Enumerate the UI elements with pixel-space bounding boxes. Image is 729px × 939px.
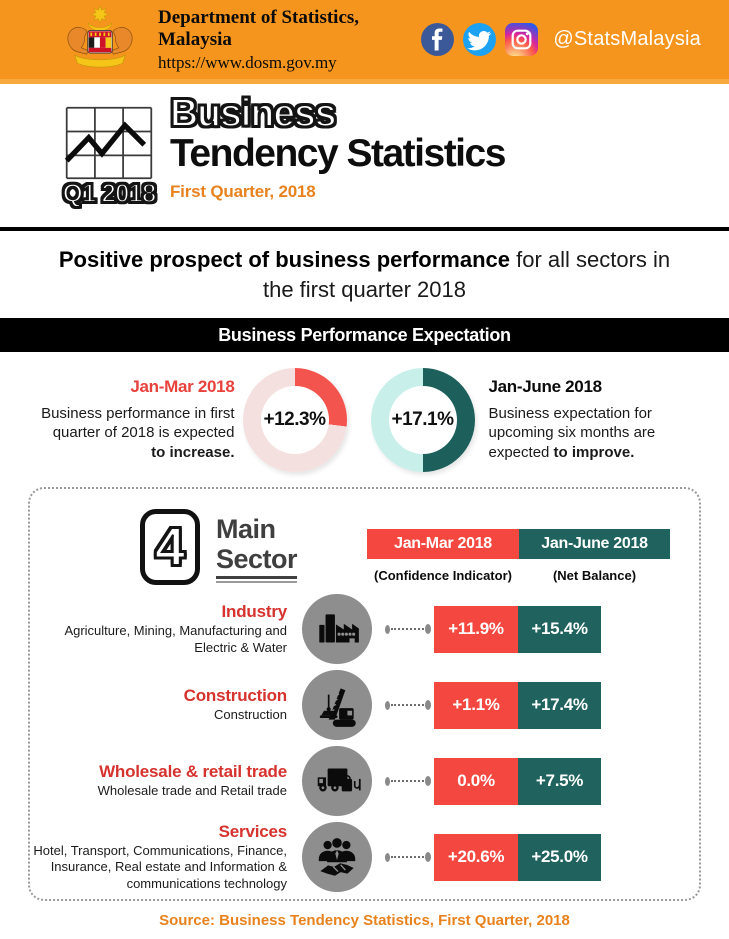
count-badge: 4 xyxy=(140,509,200,585)
value-jan-june: +15.4% xyxy=(518,605,601,653)
value-jan-june: +17.4% xyxy=(518,681,601,729)
donut-jan-june-value: +17.1% xyxy=(391,408,454,430)
main-sector-box: 4 Main Sector Jan-Mar 2018 Jan-June 2018… xyxy=(28,487,701,901)
social-handle: @StatsMalaysia xyxy=(553,28,701,50)
masthead: Q1 2018 Business Tendency Statistics Fir… xyxy=(0,84,729,227)
column-sublabel-netbalance: (Net Balance) xyxy=(552,568,637,583)
expectation-right-desc: Business expectation for upcoming six mo… xyxy=(488,404,656,462)
facebook-icon[interactable] xyxy=(421,23,455,56)
sector-desc: Agriculture, Mining, Manufacturing and E… xyxy=(64,623,287,655)
instagram-icon[interactable] xyxy=(505,23,539,56)
expectation-right-desc-bold: to improve. xyxy=(553,444,635,462)
column-headers: Jan-Mar 2018 Jan-June 2018 (Confidence I… xyxy=(367,529,670,583)
twitter-icon[interactable] xyxy=(463,23,497,56)
main-title-word2: Sector xyxy=(216,544,298,580)
column-sublabel-confidence: (Confidence Indicator) xyxy=(374,568,512,583)
expectation-left-text: Jan-Mar 2018 Business performance in fir… xyxy=(39,376,235,463)
sector-desc: Hotel, Transport, Communications, Financ… xyxy=(33,843,287,891)
sector-row-services: Services Hotel, Transport, Communication… xyxy=(30,819,699,895)
section-banner: Business Performance Expectation xyxy=(0,318,729,352)
factory-icon xyxy=(302,594,372,664)
dotted-connector xyxy=(385,776,431,786)
social-links: @StatsMalaysia xyxy=(421,23,701,56)
sector-name: Construction xyxy=(183,686,288,706)
sector-name: Wholesale & retail trade xyxy=(99,762,287,782)
title-tendency-statistics: Tendency Statistics xyxy=(170,131,506,175)
column-header-jan-june: Jan-June 2018 xyxy=(519,529,670,559)
value-jan-mar: +1.1% xyxy=(434,681,518,729)
line-chart-icon xyxy=(64,106,153,180)
services-icon xyxy=(302,822,372,892)
main-title-word1: Main xyxy=(216,514,276,544)
expectation-right-text: Jan-June 2018 Business expectation for u… xyxy=(489,376,691,463)
org-url-link[interactable]: https://www.dosm.gov.my xyxy=(158,52,337,72)
main-sector-title: Main Sector xyxy=(216,514,298,584)
title-business: Business xyxy=(169,92,337,135)
source-note: Source: Business Tendency Statistics, Fi… xyxy=(159,911,570,929)
expectation-left-desc-bold: to increase. xyxy=(151,444,235,462)
sector-name: Services xyxy=(218,822,288,842)
dotted-connector xyxy=(385,852,431,862)
count-badge-number: 4 xyxy=(154,517,186,577)
sector-row-industry: Industry Agriculture, Mining, Manufactur… xyxy=(30,591,699,667)
sector-desc: Construction xyxy=(214,707,287,723)
headline-bold: Positive prospect of business performanc… xyxy=(58,246,510,272)
dotted-connector xyxy=(385,700,431,710)
value-jan-mar: +11.9% xyxy=(434,605,518,653)
expectation-section: Jan-Mar 2018 Business performance in fir… xyxy=(0,352,729,487)
value-jan-june: +7.5% xyxy=(518,757,601,805)
malaysia-crest-icon xyxy=(67,4,133,67)
expectation-left-period: Jan-Mar 2018 xyxy=(130,377,235,397)
org-name: Department of Statistics, Malaysia xyxy=(158,6,360,50)
expectation-right-period: Jan-June 2018 xyxy=(488,377,603,397)
crane-icon xyxy=(302,670,372,740)
sector-name: Industry xyxy=(221,602,288,622)
divider-rule xyxy=(0,227,729,231)
value-jan-mar: +20.6% xyxy=(434,833,518,881)
sector-row-construction: Construction Construction +1.1% +17 xyxy=(30,667,699,743)
truck-icon xyxy=(302,746,372,816)
dotted-connector xyxy=(385,624,431,634)
sector-desc: Wholesale trade and Retail trade xyxy=(97,783,287,799)
headline-rest: for all sectors in the first quarter 201… xyxy=(262,246,671,302)
donut-jan-june: +17.1% xyxy=(370,367,475,472)
headline: Positive prospect of business performanc… xyxy=(0,231,729,318)
sector-row-wholesale-retail: Wholesale & retail trade Wholesale trade… xyxy=(30,743,699,819)
sector-rows: Industry Agriculture, Mining, Manufactur… xyxy=(30,591,699,895)
column-header-jan-mar: Jan-Mar 2018 xyxy=(367,529,519,559)
quarter-badge: Q1 2018 xyxy=(62,177,158,209)
expectation-left-desc: Business performance in first quarter of… xyxy=(41,404,235,442)
header-bar: Department of Statistics, Malaysia https… xyxy=(0,0,729,84)
donut-jan-mar-value: +12.3% xyxy=(263,408,326,430)
value-jan-mar: 0.0% xyxy=(434,757,518,805)
value-jan-june: +25.0% xyxy=(518,833,601,881)
title-subtitle: First Quarter, 2018 xyxy=(170,181,316,201)
donut-jan-mar: +12.3% xyxy=(242,367,347,472)
